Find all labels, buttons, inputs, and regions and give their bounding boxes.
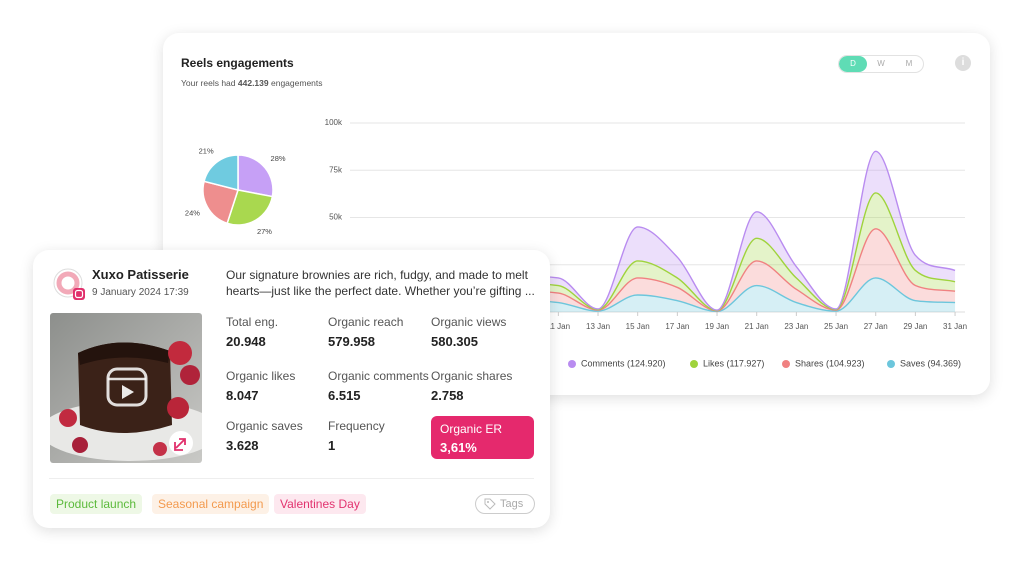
highlight-metric: Organic ER 3,61% <box>431 416 534 459</box>
metric-value: 1 <box>328 438 336 453</box>
x-tick-label: 19 Jan <box>705 322 729 331</box>
tag[interactable]: Seasonal campaign <box>152 494 270 514</box>
subtitle-prefix: Your reels had <box>181 78 236 88</box>
post-card: Xuxo Patisserie 9 January 2024 17:39 Our… <box>33 250 550 528</box>
caption-line: hearts—just like the perfect date. Wheth… <box>226 284 535 298</box>
metric-label: Organic ER <box>440 422 503 436</box>
period-option[interactable]: D <box>839 56 867 72</box>
pie-slice <box>202 180 239 225</box>
metric-value: 580.305 <box>431 334 478 349</box>
y-tick-label: 50k <box>329 213 343 222</box>
metric-label: Organic views <box>431 315 507 329</box>
x-tick-label: 27 Jan <box>864 322 888 331</box>
legend-marker <box>887 360 895 368</box>
subtitle-value: 442.139 <box>237 78 269 88</box>
y-tick-label: 75k <box>329 165 343 174</box>
metric-value: 20.948 <box>226 334 266 349</box>
x-tick-label: 17 Jan <box>665 322 689 331</box>
x-tick-label: 11 Jan <box>547 322 570 331</box>
pie-slice <box>203 154 239 191</box>
metric-label: Organic saves <box>226 419 303 433</box>
tag[interactable]: Product launch <box>50 494 143 514</box>
x-tick-label: 15 Jan <box>626 322 650 331</box>
metric-label: Organic shares <box>431 369 513 383</box>
pie-slice <box>237 154 274 198</box>
tag-icon <box>484 498 496 510</box>
pie-label: 27% <box>257 227 272 236</box>
account-name: Xuxo Patisserie <box>92 267 189 282</box>
caption: Our signature brownies are rich, fudgy, … <box>226 267 535 299</box>
pie-slice <box>226 189 274 226</box>
avatar <box>53 268 85 300</box>
x-tick-label: 25 Jan <box>824 322 848 331</box>
tags-button[interactable]: Tags <box>475 494 535 514</box>
x-tick-label: 21 Jan <box>745 322 769 331</box>
period-option[interactable]: M <box>905 59 913 68</box>
metric-label: Organic comments <box>328 369 429 383</box>
period-option[interactable]: W <box>877 59 885 68</box>
pie-label: 28% <box>271 154 286 163</box>
y-tick-label: 100k <box>325 118 343 127</box>
info-icon[interactable]: i <box>955 55 971 71</box>
legend-marker <box>690 360 698 368</box>
subtitle-suffix: engagements <box>271 78 323 88</box>
metric-label: Total eng. <box>226 315 279 329</box>
x-tick-label: 31 Jan <box>943 322 967 331</box>
tag[interactable]: Valentines Day <box>274 494 366 514</box>
caption-line: Our signature brownies are rich, fudgy, … <box>226 268 528 282</box>
card-subtitle: Your reels had 442.139 engagements <box>181 78 323 88</box>
metric-label: Organic likes <box>226 369 296 383</box>
x-tick-label: 29 Jan <box>903 322 927 331</box>
legend-label: Shares (104.923) <box>795 358 865 368</box>
pie-label: 24% <box>185 209 200 218</box>
legend-label: Likes (117.927) <box>703 358 764 368</box>
legend-marker <box>782 360 790 368</box>
divider <box>49 478 534 479</box>
pie-label: 21% <box>199 146 214 155</box>
legend-marker <box>568 360 576 368</box>
metric-label: Organic reach <box>328 315 404 329</box>
tags-button-label: Tags <box>500 498 524 510</box>
x-tick-label: 13 Jan <box>586 322 610 331</box>
post-image[interactable] <box>50 313 202 463</box>
legend-label: Saves (94.369) <box>900 358 961 368</box>
card-title: Reels engagements <box>181 56 294 70</box>
metric-value: 6.515 <box>328 388 361 403</box>
metric-value: 8.047 <box>226 388 259 403</box>
legend-label: Comments (124.920) <box>581 358 666 368</box>
metric-value: 3,61% <box>440 440 477 455</box>
metric-value: 2.758 <box>431 388 464 403</box>
metric-value: 579.958 <box>328 334 375 349</box>
metric-value: 3.628 <box>226 438 259 453</box>
metric-label: Frequency <box>328 419 385 433</box>
post-date: 9 January 2024 17:39 <box>92 287 189 298</box>
x-tick-label: 23 Jan <box>784 322 808 331</box>
